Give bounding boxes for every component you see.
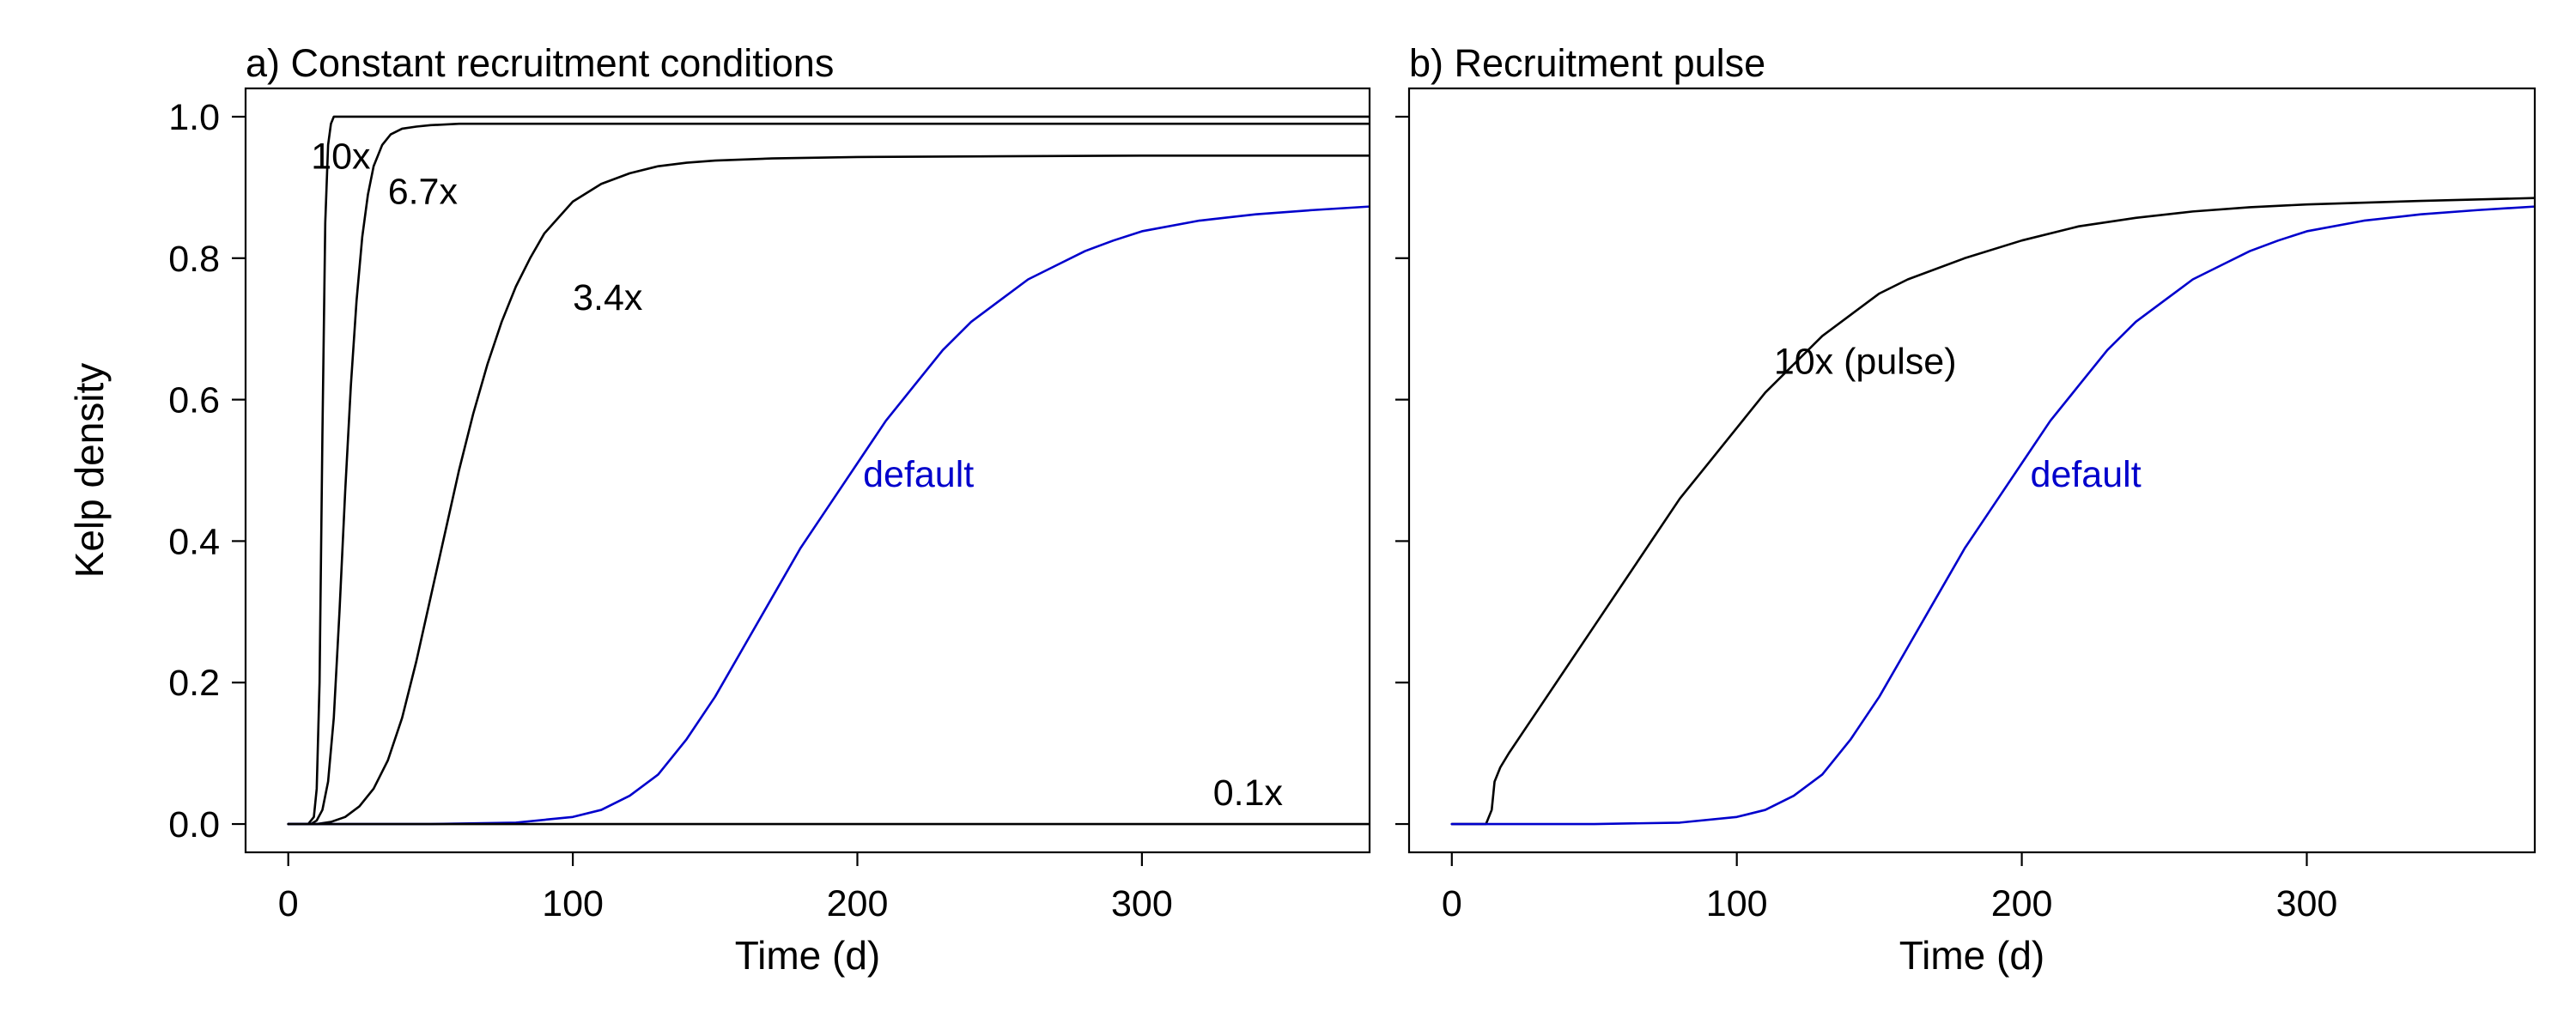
panel-b: b) Recruitment pulse 0 100 200 300 Time (d) 10… <box>1395 41 2537 978</box>
series-line-default <box>1450 205 2535 826</box>
series-line-6-7x <box>287 122 1370 826</box>
y-tick-label: 0.4 <box>168 521 220 562</box>
x-tick-label: 200 <box>1991 883 2053 924</box>
panel-title: b) Recruitment pulse <box>1409 41 1765 85</box>
y-tick-label: 0.0 <box>168 804 220 845</box>
series-label-3-4x: 3.4x <box>573 277 643 318</box>
y-axis-label: Kelp density <box>67 363 112 579</box>
plot-frame <box>244 87 1371 854</box>
series-line-default <box>287 205 1370 826</box>
panel-title: a) Constant recruitment conditions <box>246 41 834 85</box>
series-line-10x <box>287 115 1370 826</box>
x-axis-label: Time (d) <box>735 933 881 978</box>
series-label-default: default <box>2031 454 2142 495</box>
series-line-10x-pulse <box>1450 197 2535 826</box>
x-tick-label: 300 <box>2276 883 2338 924</box>
panel-a: a) Constant recruitment conditions 0.0 0.2… <box>67 41 1371 978</box>
y-tick-label: 0.2 <box>168 663 220 704</box>
x-tick-label: 100 <box>542 883 604 924</box>
x-tick-label: 200 <box>827 883 889 924</box>
series-label-6-7x: 6.7x <box>388 171 459 212</box>
plot-frame <box>1407 87 2537 854</box>
y-tick-label: 0.8 <box>168 239 220 280</box>
x-tick-label: 0 <box>278 883 299 924</box>
x-axis-label: Time (d) <box>1899 933 2045 978</box>
x-tick-label: 100 <box>1706 883 1768 924</box>
series-label-0-1x: 0.1x <box>1213 772 1284 814</box>
x-tick-label: 300 <box>1111 883 1173 924</box>
series-label-10x: 10x <box>311 136 371 177</box>
series-label-default: default <box>863 454 974 495</box>
x-tick-label: 0 <box>1442 883 1462 924</box>
y-tick-label: 0.6 <box>168 380 220 421</box>
series-line-3-4x <box>287 154 1370 826</box>
y-tick-label: 1.0 <box>168 97 220 138</box>
series-label-10x-pulse: 10x (pulse) <box>1774 341 1957 382</box>
